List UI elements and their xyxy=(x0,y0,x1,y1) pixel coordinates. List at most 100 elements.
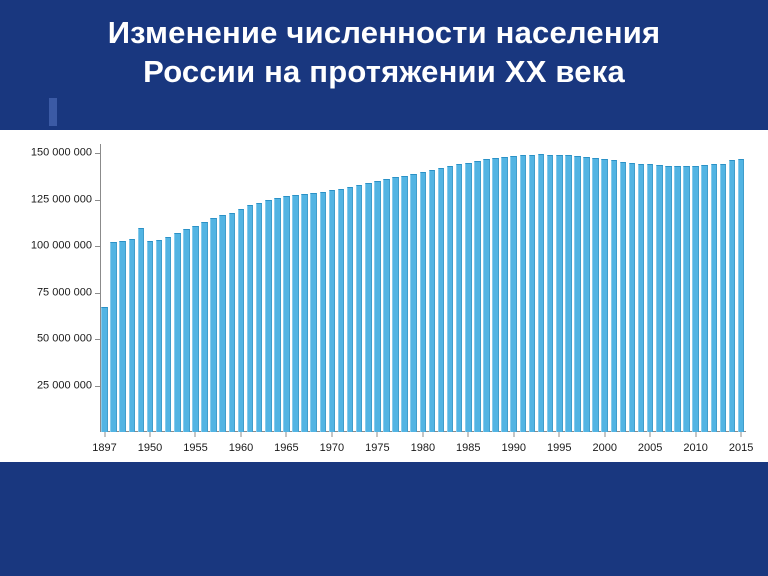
bar-slot xyxy=(264,144,273,432)
bar-slot xyxy=(182,144,191,432)
population-bar xyxy=(729,160,736,432)
bar-slot xyxy=(109,144,118,432)
slide-title: Изменение численности населения России н… xyxy=(0,0,768,92)
x-tick-label: 1950 xyxy=(138,442,162,454)
population-bar xyxy=(219,215,226,432)
bar-slot xyxy=(727,144,736,432)
population-bar xyxy=(583,157,590,432)
bar-slot xyxy=(455,144,464,432)
bar-slot xyxy=(336,144,345,432)
bar-slot xyxy=(491,144,500,432)
x-tick-label: 2010 xyxy=(683,442,707,454)
population-bar xyxy=(201,222,208,432)
population-bar xyxy=(738,159,745,432)
x-tick-mark xyxy=(377,432,378,437)
population-bar xyxy=(410,174,417,432)
population-bar xyxy=(401,176,408,432)
x-tick-label: 1965 xyxy=(274,442,298,454)
x-tick-label: 1990 xyxy=(502,442,526,454)
bar-slot: 1980 xyxy=(418,144,427,432)
population-bar xyxy=(420,172,427,432)
bar-slot: 1965 xyxy=(282,144,291,432)
bar-slot xyxy=(718,144,727,432)
y-tick-label: 25 000 000 xyxy=(0,380,92,391)
bar-slot xyxy=(537,144,546,432)
population-bar xyxy=(629,163,636,432)
bar-slot xyxy=(709,144,718,432)
population-bar xyxy=(138,228,145,432)
population-bar xyxy=(374,181,381,432)
bar-slot: 1960 xyxy=(236,144,245,432)
bar-slot xyxy=(436,144,445,432)
bar-slot: 2015 xyxy=(737,144,746,432)
x-tick-mark xyxy=(650,432,651,437)
bar-slot: 1955 xyxy=(191,144,200,432)
bar-slot xyxy=(173,144,182,432)
x-tick-label: 2000 xyxy=(592,442,616,454)
population-bar xyxy=(601,159,608,432)
population-bar xyxy=(638,164,645,432)
bar-slot xyxy=(273,144,282,432)
population-bar xyxy=(356,185,363,432)
bar-slot xyxy=(473,144,482,432)
bar-slot xyxy=(582,144,591,432)
population-bar xyxy=(556,155,563,432)
y-tick-label: 50 000 000 xyxy=(0,334,92,345)
population-bar xyxy=(165,237,172,432)
population-bar xyxy=(456,164,463,432)
chart-panel: 25 000 00050 000 00075 000 000100 000 00… xyxy=(0,130,768,462)
bar-slot xyxy=(382,144,391,432)
bar-slot xyxy=(427,144,436,432)
bar-slot xyxy=(246,144,255,432)
population-bar xyxy=(392,177,399,432)
y-tick-label: 75 000 000 xyxy=(0,287,92,298)
x-tick-mark xyxy=(604,432,605,437)
population-bar xyxy=(592,158,599,432)
population-bar xyxy=(574,156,581,432)
population-bar xyxy=(647,164,654,432)
population-bar xyxy=(301,194,308,432)
x-tick-mark xyxy=(513,432,514,437)
bar-slot xyxy=(318,144,327,432)
bar-slot xyxy=(482,144,491,432)
population-bar xyxy=(483,159,490,432)
bar-slot xyxy=(364,144,373,432)
bar-slot xyxy=(627,144,636,432)
population-bar xyxy=(238,209,245,432)
population-bar xyxy=(320,192,327,432)
x-tick-mark xyxy=(150,432,151,437)
population-bar xyxy=(701,165,708,432)
bars-layer: 1897195019551960196519701975198019851990… xyxy=(100,144,746,432)
bar-slot xyxy=(127,144,136,432)
y-axis-ticks: 25 000 00050 000 00075 000 000100 000 00… xyxy=(0,144,100,432)
bar-slot xyxy=(664,144,673,432)
population-bar xyxy=(210,218,217,432)
title-accent-bar xyxy=(49,98,57,126)
x-tick-mark xyxy=(741,432,742,437)
population-bar xyxy=(229,213,236,432)
population-bar xyxy=(365,183,372,432)
population-bar xyxy=(338,189,345,432)
population-bar xyxy=(538,154,545,432)
population-bar xyxy=(720,164,727,432)
population-bar xyxy=(520,155,527,432)
bar-slot xyxy=(227,144,236,432)
population-bar xyxy=(510,156,517,432)
population-bar xyxy=(101,307,108,432)
bar-slot xyxy=(700,144,709,432)
population-bar xyxy=(174,233,181,432)
population-bar xyxy=(274,198,281,432)
x-tick-mark xyxy=(286,432,287,437)
population-bar xyxy=(529,155,536,432)
bar-slot xyxy=(218,144,227,432)
bar-slot: 1990 xyxy=(509,144,518,432)
population-bar xyxy=(156,240,163,432)
population-bar xyxy=(620,162,627,432)
bar-slot xyxy=(655,144,664,432)
population-bar xyxy=(110,242,117,432)
population-bar xyxy=(711,164,718,432)
y-tick-label: 150 000 000 xyxy=(0,148,92,159)
bar-slot xyxy=(164,144,173,432)
bar-slot: 1897 xyxy=(100,144,109,432)
x-tick-mark xyxy=(195,432,196,437)
